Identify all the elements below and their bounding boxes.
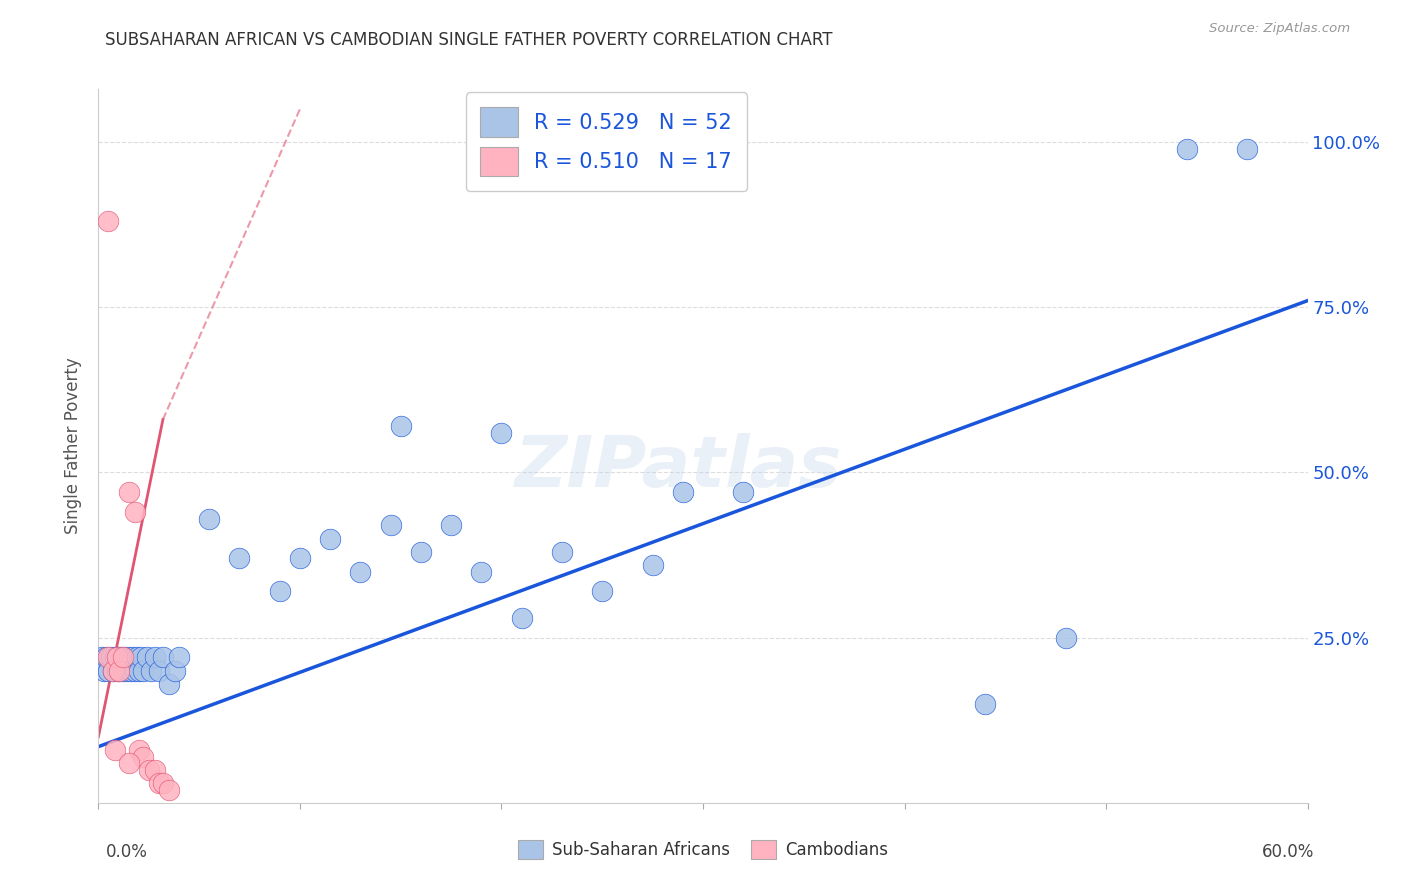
Point	[91, 650, 114, 665]
Point	[124, 664, 146, 678]
Point	[128, 743, 150, 757]
Point	[319, 532, 342, 546]
Point	[132, 749, 155, 764]
Y-axis label: Single Father Poverty: Single Father Poverty	[65, 358, 83, 534]
Point	[105, 650, 128, 665]
Point	[389, 419, 412, 434]
Point	[974, 697, 997, 711]
Point	[138, 763, 160, 777]
Point	[120, 664, 142, 678]
Point	[118, 650, 141, 665]
Point	[107, 664, 129, 678]
Point	[148, 664, 170, 678]
Point	[409, 545, 432, 559]
Point	[163, 664, 186, 678]
Point	[121, 650, 143, 665]
Point	[97, 664, 120, 678]
Point	[105, 664, 128, 678]
Point	[103, 650, 125, 665]
Point	[107, 664, 129, 678]
Point	[139, 664, 162, 678]
Point	[491, 425, 513, 440]
Point	[440, 518, 463, 533]
Point	[167, 650, 190, 665]
Point	[157, 782, 180, 797]
Point	[152, 650, 174, 665]
Point	[1175, 142, 1198, 156]
Text: Source: ZipAtlas.com: Source: ZipAtlas.com	[1209, 22, 1350, 36]
Text: ZIPatlas: ZIPatlas	[515, 433, 842, 502]
Point	[148, 776, 170, 790]
Point	[128, 664, 150, 678]
Point	[143, 650, 166, 665]
Point	[510, 611, 533, 625]
Point	[107, 650, 129, 665]
Point	[157, 677, 180, 691]
Point	[93, 664, 115, 678]
Point	[672, 485, 695, 500]
Point	[103, 743, 125, 757]
Point	[135, 650, 157, 665]
Point	[124, 505, 146, 519]
Point	[733, 485, 755, 500]
Point	[349, 565, 371, 579]
Text: 0.0%: 0.0%	[105, 843, 148, 861]
Point	[132, 664, 155, 678]
Point	[100, 650, 122, 665]
Point	[1236, 142, 1258, 156]
Point	[111, 650, 134, 665]
Point	[118, 485, 141, 500]
Text: 60.0%: 60.0%	[1263, 843, 1315, 861]
Point	[591, 584, 613, 599]
Point	[198, 511, 221, 525]
Point	[97, 214, 120, 228]
Point	[111, 664, 134, 678]
Point	[551, 545, 574, 559]
Point	[129, 650, 152, 665]
Point	[380, 518, 402, 533]
Point	[269, 584, 291, 599]
Point	[143, 763, 166, 777]
Point	[115, 664, 138, 678]
Point	[288, 551, 311, 566]
Point	[641, 558, 664, 572]
Point	[101, 664, 124, 678]
Point	[470, 565, 492, 579]
Point	[96, 650, 118, 665]
Point	[228, 551, 250, 566]
Point	[97, 650, 120, 665]
Legend: Sub-Saharan Africans, Cambodians: Sub-Saharan Africans, Cambodians	[510, 834, 896, 866]
Point	[101, 664, 124, 678]
Point	[152, 776, 174, 790]
Point	[125, 650, 148, 665]
Text: SUBSAHARAN AFRICAN VS CAMBODIAN SINGLE FATHER POVERTY CORRELATION CHART: SUBSAHARAN AFRICAN VS CAMBODIAN SINGLE F…	[105, 31, 832, 49]
Point	[1054, 631, 1077, 645]
Point	[110, 650, 132, 665]
Point	[118, 756, 141, 771]
Point	[114, 650, 136, 665]
